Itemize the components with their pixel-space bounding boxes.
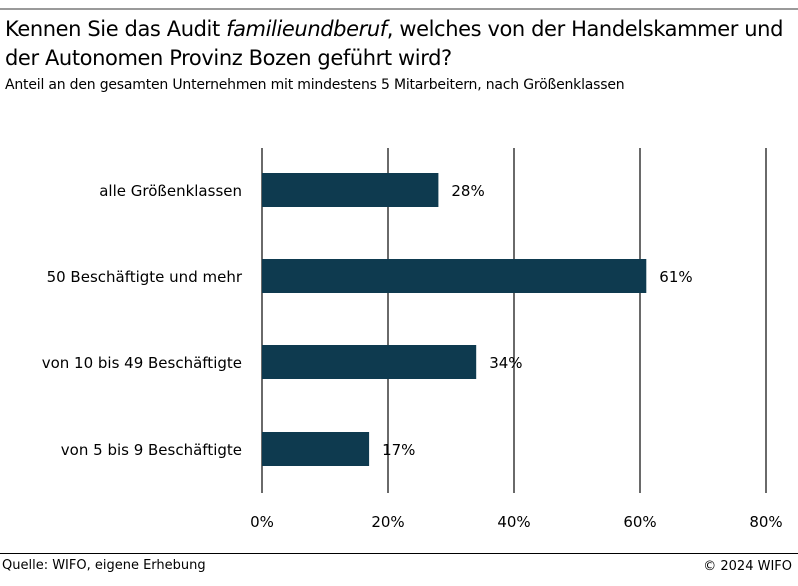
copyright-note: © 2024 WIFO — [703, 559, 792, 574]
x-tick-label-80: 80% — [749, 513, 782, 531]
value-label-2: 61% — [659, 268, 692, 286]
bottom-divider — [0, 553, 798, 554]
bar-1 — [262, 173, 439, 207]
bar-4 — [262, 432, 370, 466]
title-part-2: , welches von der Handelskammer und der … — [5, 17, 784, 70]
bar-2 — [262, 259, 647, 293]
value-label-1: 28% — [451, 182, 484, 200]
title-italic: familieundberuf — [226, 17, 387, 41]
value-label-3: 34% — [489, 354, 522, 372]
value-label-4: 17% — [382, 441, 415, 459]
x-tick-label-40: 40% — [497, 513, 530, 531]
x-tick-label-0: 0% — [250, 513, 274, 531]
x-tick-label-20: 20% — [371, 513, 404, 531]
category-label-2: 50 Beschäftigte und mehr — [47, 268, 243, 286]
source-note: Quelle: WIFO, eigene Erhebung — [2, 558, 206, 573]
title-part-1: Kennen Sie das Audit — [5, 17, 227, 41]
x-tick-label-60: 60% — [623, 513, 656, 531]
category-label-4: von 5 bis 9 Beschäftigte — [61, 441, 242, 459]
chart-subtitle: Anteil an den gesamten Unternehmen mit m… — [5, 77, 625, 93]
bar-3 — [262, 345, 477, 379]
category-label-3: von 10 bis 49 Beschäftigte — [42, 354, 242, 372]
category-label-1: alle Größenklassen — [99, 182, 242, 200]
top-divider — [0, 8, 798, 10]
chart-title: Kennen Sie das Audit familieundberuf, we… — [5, 15, 795, 73]
bar-chart: 0% 20% 40% 60% 80% alle Größenklassen 28% 50 Be… — [42, 148, 783, 531]
